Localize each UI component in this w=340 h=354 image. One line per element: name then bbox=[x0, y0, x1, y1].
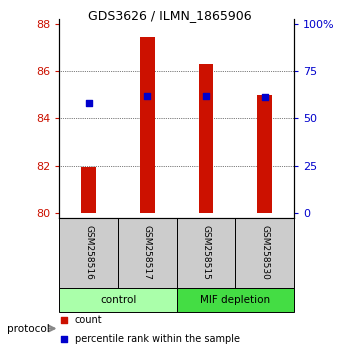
Text: percentile rank within the sample: percentile rank within the sample bbox=[75, 333, 240, 343]
Text: GSM258515: GSM258515 bbox=[202, 225, 210, 280]
Bar bbox=[257, 95, 272, 213]
Point bbox=[62, 336, 67, 341]
Bar bbox=[235, 217, 294, 288]
Bar bbox=[140, 37, 155, 213]
Bar bbox=[118, 217, 177, 288]
Text: count: count bbox=[75, 315, 102, 325]
Point bbox=[262, 95, 268, 100]
Text: MIF depletion: MIF depletion bbox=[200, 295, 271, 305]
Text: control: control bbox=[100, 295, 136, 305]
Text: GSM258517: GSM258517 bbox=[143, 225, 152, 280]
Text: protocol: protocol bbox=[7, 324, 50, 333]
Bar bbox=[199, 64, 214, 213]
Point bbox=[62, 318, 67, 323]
Point bbox=[86, 100, 91, 106]
Bar bbox=[82, 167, 96, 213]
Text: GSM258530: GSM258530 bbox=[260, 225, 269, 280]
Point bbox=[203, 93, 209, 99]
Bar bbox=[59, 288, 177, 312]
Text: GDS3626 / ILMN_1865906: GDS3626 / ILMN_1865906 bbox=[88, 9, 252, 22]
Bar bbox=[59, 217, 118, 288]
Bar bbox=[177, 288, 294, 312]
Text: GSM258516: GSM258516 bbox=[84, 225, 93, 280]
Bar bbox=[177, 217, 235, 288]
Point bbox=[145, 93, 150, 99]
